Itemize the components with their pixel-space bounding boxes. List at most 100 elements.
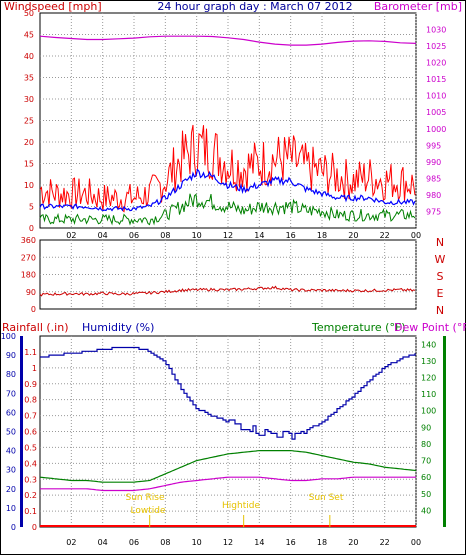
wind-x-tick-label: 04 — [98, 231, 108, 240]
windspeed-tick-label: 40 — [24, 52, 34, 61]
sunset-label: Sun Set — [309, 493, 344, 503]
rainfall-tick-label: 1 — [32, 364, 37, 373]
windspeed-tick-label: 30 — [24, 95, 34, 104]
compass-label: E — [437, 287, 444, 300]
temperature-axis-title: Temperature (°F) — [311, 321, 406, 334]
humidity-x-tick-label: 22 — [380, 538, 390, 547]
wind-x-tick-label: 14 — [254, 231, 264, 240]
barometer-tick-label: 995 — [426, 141, 441, 150]
direction-tick-label: 360 — [21, 236, 36, 245]
dewpoint-line — [40, 476, 416, 492]
humidity-tick-label: 40 — [6, 447, 16, 456]
sunrise-label: Sun Rise — [126, 493, 165, 503]
temperature-tick-label: 130 — [421, 357, 436, 366]
rainfall-tick-label: 0.8 — [24, 396, 37, 405]
temperature-tick-label: 100 — [421, 407, 436, 416]
rainfall-tick-label: 0.6 — [24, 428, 37, 437]
barometer-tick-label: 1015 — [426, 75, 446, 84]
rainfall-tick-label: 0 — [32, 523, 37, 532]
wind-x-tick-label: 10 — [192, 231, 202, 240]
humidity-panel-grid — [40, 336, 417, 527]
humidity-x-tick-label: 20 — [348, 538, 358, 547]
barometer-tick-label: 1020 — [426, 59, 446, 68]
hightide-label: Hightide — [222, 501, 260, 511]
rainfall-axis-title: Rainfall (.in) — [2, 321, 69, 334]
direction-tick-label: 180 — [21, 271, 36, 280]
compass-label: N — [436, 236, 444, 249]
humidity-x-tick-label: 02 — [66, 538, 76, 547]
wind-x-tick-label: 02 — [66, 231, 76, 240]
wind-panel-ticks: 02 04 06 08 10 12 14 16 18 20 22 000510152025303540… — [24, 9, 447, 240]
humidity-tick-label: 0 — [11, 523, 16, 532]
windspeed-tick-label: 0 — [29, 224, 34, 233]
barometer-tick-label: 985 — [426, 174, 441, 183]
humidity-line — [40, 346, 416, 440]
barometer-tick-label: 1000 — [426, 125, 446, 134]
temperature-line — [39, 450, 417, 483]
temperature-tick-label: 70 — [421, 457, 431, 466]
wind-x-tick-label: 20 — [348, 231, 358, 240]
rainfall-tick-label: 0.3 — [24, 475, 37, 484]
wind-minimum-line — [39, 193, 416, 226]
humidity-axis-bar — [20, 336, 23, 527]
wind-gust-line — [39, 124, 416, 213]
humidity-tick-label: 20 — [6, 485, 16, 494]
humidity-axis-title: Humidity (%) — [82, 321, 154, 334]
windspeed-tick-label: 15 — [24, 160, 34, 169]
humidity-x-tick-label: 10 — [192, 538, 202, 547]
barometer-tick-label: 1010 — [426, 92, 446, 101]
barometer-tick-label: 975 — [426, 207, 441, 216]
wind-x-tick-label: 06 — [129, 231, 139, 240]
humidity-tick-label: 50 — [6, 428, 16, 437]
lowtide-label: Lowtide — [130, 506, 165, 516]
wind-x-tick-label: 22 — [380, 231, 390, 240]
dewpoint-axis-title: Dew Point (°F) — [394, 321, 466, 334]
windspeed-tick-label: 5 — [29, 203, 34, 212]
humidity-tick-label: 30 — [6, 466, 16, 475]
rainfall-tick-label: 1.1 — [24, 348, 37, 357]
direction-panel-grid — [40, 240, 417, 309]
wind-panel-series — [39, 35, 417, 226]
compass-label: W — [435, 253, 446, 266]
humidity-tick-label: 100 — [1, 332, 16, 341]
temperature-tick-label: 120 — [421, 374, 436, 383]
wind-x-tick-label: 18 — [317, 231, 327, 240]
rainfall-tick-label: 0.9 — [24, 380, 37, 389]
compass-label: S — [437, 270, 444, 283]
windspeed-tick-label: 50 — [24, 9, 34, 18]
humidity-x-tick-label: 08 — [160, 538, 170, 547]
wind-x-tick-label: 00 — [411, 231, 421, 240]
humidity-x-tick-label: 04 — [98, 538, 108, 547]
temperature-tick-label: 80 — [421, 440, 431, 449]
humidity-tick-label: 80 — [6, 370, 16, 379]
temperature-tick-label: 110 — [421, 390, 436, 399]
temperature-tick-label: 140 — [421, 340, 436, 349]
barometer-tick-label: 1025 — [426, 42, 446, 51]
humidity-x-tick-label: 12 — [223, 538, 233, 547]
barometer-tick-label: 1030 — [426, 26, 446, 35]
rainfall-tick-label: 0.4 — [24, 459, 37, 468]
windspeed-tick-label: 10 — [24, 181, 34, 190]
graph-title: 24 hour graph day : March 07 2012 — [157, 0, 352, 13]
direction-tick-label: 0 — [31, 305, 36, 314]
temperature-tick-label: 40 — [421, 506, 431, 515]
rainfall-tick-label: 0.7 — [24, 412, 37, 421]
wind-x-tick-label: 12 — [223, 231, 233, 240]
humidity-panel-ticks: 02 04 06 08 10 12 14 16 18 20 22 0000.10.20.30.40.5… — [1, 332, 437, 547]
humidity-tick-label: 60 — [6, 408, 16, 417]
rainfall-tick-label: 0.1 — [24, 507, 37, 516]
wind-x-tick-label: 16 — [286, 231, 296, 240]
humidity-tick-label: 10 — [6, 504, 16, 513]
barometer-axis-title: Barometer [mb] — [374, 0, 462, 13]
humidity-x-tick-label: 06 — [129, 538, 139, 547]
barometer-line — [39, 35, 417, 46]
windspeed-tick-label: 20 — [24, 138, 34, 147]
direction-tick-label: 90 — [26, 288, 36, 297]
windspeed-tick-label: 45 — [24, 31, 34, 40]
barometer-tick-label: 990 — [426, 158, 441, 167]
barometer-tick-label: 1005 — [426, 108, 446, 117]
humidity-x-tick-label: 14 — [254, 538, 264, 547]
